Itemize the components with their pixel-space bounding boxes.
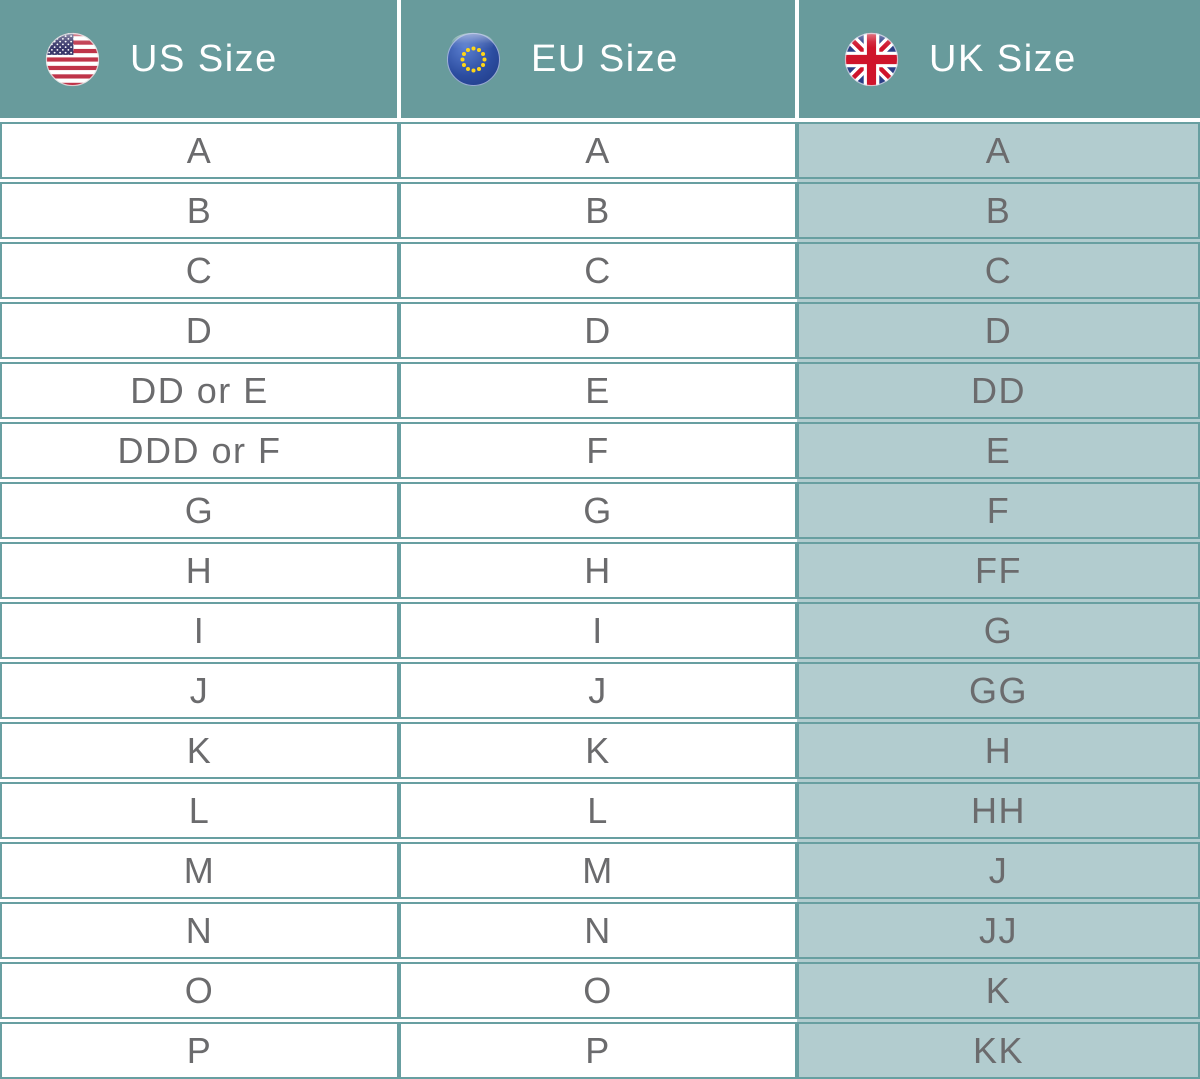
- uk-size-cell: JJ: [797, 902, 1200, 959]
- eu-size-cell: P: [399, 1022, 797, 1079]
- eu-size-cell: O: [399, 962, 797, 1019]
- uk-size-cell: C: [797, 242, 1200, 299]
- header-body-divider: [0, 118, 1200, 122]
- eu-flag-icon: [446, 32, 501, 87]
- table-row: DDD or F F E: [0, 422, 1200, 479]
- us-size-cell: B: [0, 182, 399, 239]
- column-header-label: US Size: [130, 37, 278, 80]
- column-header-label: EU Size: [531, 37, 679, 80]
- us-flag-icon: [45, 32, 100, 87]
- eu-size-cell: C: [399, 242, 797, 299]
- table-row: D D D: [0, 302, 1200, 359]
- us-size-cell: K: [0, 722, 399, 779]
- table-row: I I G: [0, 602, 1200, 659]
- table-body: A A A B B B C C C D D D DD or E E DD DDD…: [0, 122, 1200, 1079]
- uk-size-cell: DD: [797, 362, 1200, 419]
- uk-size-cell: H: [797, 722, 1200, 779]
- column-header-us: US Size: [0, 0, 397, 118]
- eu-size-cell: A: [399, 122, 797, 179]
- table-row: P P KK: [0, 1022, 1200, 1079]
- column-header-label: UK Size: [929, 37, 1077, 80]
- column-header-eu: EU Size: [401, 0, 795, 118]
- eu-size-cell: J: [399, 662, 797, 719]
- table-row: DD or E E DD: [0, 362, 1200, 419]
- us-size-cell: C: [0, 242, 399, 299]
- eu-size-cell: F: [399, 422, 797, 479]
- eu-size-cell: D: [399, 302, 797, 359]
- uk-size-cell: J: [797, 842, 1200, 899]
- table-row: C C C: [0, 242, 1200, 299]
- us-size-cell: P: [0, 1022, 399, 1079]
- us-size-cell: J: [0, 662, 399, 719]
- us-size-cell: DD or E: [0, 362, 399, 419]
- us-size-cell: M: [0, 842, 399, 899]
- eu-size-cell: M: [399, 842, 797, 899]
- us-size-cell: H: [0, 542, 399, 599]
- uk-size-cell: FF: [797, 542, 1200, 599]
- eu-size-cell: K: [399, 722, 797, 779]
- uk-size-cell: KK: [797, 1022, 1200, 1079]
- table-row: J J GG: [0, 662, 1200, 719]
- us-size-cell: D: [0, 302, 399, 359]
- eu-size-cell: H: [399, 542, 797, 599]
- uk-flag-icon: [844, 32, 899, 87]
- eu-size-cell: B: [399, 182, 797, 239]
- column-header-uk: UK Size: [799, 0, 1200, 118]
- uk-size-cell: G: [797, 602, 1200, 659]
- table-row: G G F: [0, 482, 1200, 539]
- us-size-cell: DDD or F: [0, 422, 399, 479]
- table-row: L L HH: [0, 782, 1200, 839]
- table-row: O O K: [0, 962, 1200, 1019]
- us-size-cell: N: [0, 902, 399, 959]
- table-header-row: US Size: [0, 0, 1200, 118]
- us-size-cell: L: [0, 782, 399, 839]
- uk-size-cell: HH: [797, 782, 1200, 839]
- us-size-cell: I: [0, 602, 399, 659]
- table-row: M M J: [0, 842, 1200, 899]
- uk-size-cell: GG: [797, 662, 1200, 719]
- eu-size-cell: E: [399, 362, 797, 419]
- table-row: H H FF: [0, 542, 1200, 599]
- uk-size-cell: A: [797, 122, 1200, 179]
- uk-size-cell: K: [797, 962, 1200, 1019]
- table-row: K K H: [0, 722, 1200, 779]
- eu-size-cell: N: [399, 902, 797, 959]
- eu-size-cell: L: [399, 782, 797, 839]
- table-row: N N JJ: [0, 902, 1200, 959]
- us-size-cell: O: [0, 962, 399, 1019]
- us-size-cell: A: [0, 122, 399, 179]
- uk-size-cell: D: [797, 302, 1200, 359]
- table-row: A A A: [0, 122, 1200, 179]
- us-size-cell: G: [0, 482, 399, 539]
- uk-size-cell: F: [797, 482, 1200, 539]
- uk-size-cell: B: [797, 182, 1200, 239]
- table-row: B B B: [0, 182, 1200, 239]
- eu-size-cell: G: [399, 482, 797, 539]
- eu-size-cell: I: [399, 602, 797, 659]
- uk-size-cell: E: [797, 422, 1200, 479]
